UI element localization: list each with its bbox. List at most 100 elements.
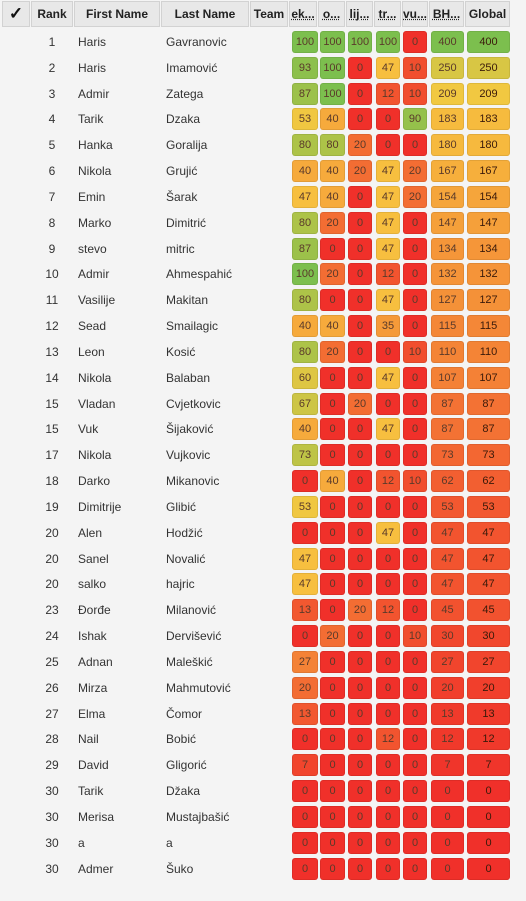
first-name-cell: Emin xyxy=(78,189,106,204)
score-lij-cell: 0 xyxy=(348,521,372,544)
table-row[interactable]: 12 Sead Smailagic 40 40 0 35 0 115 115 xyxy=(0,313,526,339)
last-name-cell: Gligorić xyxy=(166,758,207,773)
table-row[interactable]: 18 Darko Mikanovic 0 40 0 12 10 62 62 xyxy=(0,468,526,494)
first-name-cell: Tarik xyxy=(78,784,104,799)
table-row[interactable]: 7 Emin Šarak 47 40 0 47 20 154 154 xyxy=(0,184,526,210)
score-o-cell: 0 xyxy=(320,289,345,312)
rank-cell: 20 xyxy=(45,551,59,566)
table-row[interactable]: 30 Merisa Mustajbašić 0 0 0 0 0 0 0 xyxy=(0,804,526,830)
table-row[interactable]: 9 stevo mitric 87 0 0 47 0 134 134 xyxy=(0,236,526,262)
score-bh-cell: 0 xyxy=(431,857,464,880)
first-name-cell: Ishak xyxy=(78,629,107,644)
table-row[interactable]: 26 Mirza Mahmutović 20 0 0 0 0 20 20 xyxy=(0,675,526,701)
column-header-bh[interactable]: BH... xyxy=(429,1,464,27)
table-row[interactable]: 2 Haris Imamović 93 100 0 47 10 250 250 xyxy=(0,55,526,81)
score-ek-cell: 40 xyxy=(292,160,318,183)
table-row[interactable]: 24 Ishak Dervišević 0 20 0 0 10 30 30 xyxy=(0,623,526,649)
table-row[interactable]: 4 Tarik Dzaka 53 40 0 0 90 183 183 xyxy=(0,106,526,132)
score-lij-cell: 0 xyxy=(348,831,372,854)
table-row[interactable]: 29 David Gligorić 7 0 0 0 0 7 7 xyxy=(0,752,526,778)
score-ek-cell: 87 xyxy=(292,237,318,260)
table-row[interactable]: 1 Haris Gavranovic 100 100 100 100 0 400 400 xyxy=(0,29,526,55)
score-vu-cell: 0 xyxy=(403,289,427,312)
table-row[interactable]: 20 Sanel Novalić 47 0 0 0 0 47 47 xyxy=(0,546,526,572)
global-score-cell: 20 xyxy=(467,676,510,699)
rank-cell: 4 xyxy=(48,112,56,127)
table-row[interactable]: 14 Nikola Balaban 60 0 0 47 0 107 107 xyxy=(0,365,526,391)
column-header-global[interactable]: Global xyxy=(465,1,510,27)
score-o-cell: 0 xyxy=(320,650,345,673)
table-row[interactable]: 25 Adnan Maleškić 27 0 0 0 0 27 27 xyxy=(0,649,526,675)
table-row[interactable]: 19 Dimitrije Glibić 53 0 0 0 0 53 53 xyxy=(0,494,526,520)
score-bh-cell: 30 xyxy=(431,625,464,648)
score-ek-cell: 67 xyxy=(292,392,318,415)
table-row[interactable]: 10 Admir Ahmespahić 100 20 0 12 0 132 132 xyxy=(0,261,526,287)
table-row[interactable]: 28 Nail Bobić 0 0 0 12 0 12 12 xyxy=(0,726,526,752)
global-score-cell: 400 xyxy=(467,31,510,53)
last-name-cell: Balaban xyxy=(166,370,211,385)
rank-cell: 26 xyxy=(45,680,59,695)
score-lij-cell: 0 xyxy=(348,289,372,312)
score-o-cell: 0 xyxy=(320,547,345,570)
table-row[interactable]: 11 Vasilije Makitan 80 0 0 47 0 127 127 xyxy=(0,287,526,313)
column-header-first-name[interactable]: First Name xyxy=(74,1,160,27)
table-row[interactable]: 30 Tarik Džaka 0 0 0 0 0 0 0 xyxy=(0,778,526,804)
score-ek-cell: 47 xyxy=(292,547,318,570)
first-name-cell: Hanka xyxy=(78,138,113,153)
table-row[interactable]: 13 Leon Kosić 80 20 0 0 10 110 110 xyxy=(0,339,526,365)
score-vu-cell: 0 xyxy=(403,780,427,803)
last-name-cell: Čomor xyxy=(166,706,203,721)
score-ek-cell: 40 xyxy=(292,315,318,338)
first-name-cell: Nikola xyxy=(78,370,112,385)
global-score-cell: 87 xyxy=(467,392,510,415)
table-row[interactable]: 8 Marko Dimitrić 80 20 0 47 0 147 147 xyxy=(0,210,526,236)
score-lij-cell: 0 xyxy=(348,650,372,673)
first-name-cell: Dimitrije xyxy=(78,499,122,514)
last-name-cell: hajric xyxy=(166,577,195,592)
first-name-cell: Admir xyxy=(78,86,110,101)
score-bh-cell: 45 xyxy=(431,599,464,622)
column-header-ek[interactable]: ek... xyxy=(289,1,317,27)
column-header-rank[interactable]: Rank xyxy=(31,1,73,27)
rank-cell: 14 xyxy=(45,370,59,385)
score-ek-cell: 20 xyxy=(292,676,318,699)
table-row[interactable]: 15 Vladan Cvjetkovic 67 0 20 0 0 87 87 xyxy=(0,391,526,417)
score-o-cell: 40 xyxy=(320,160,345,183)
score-ek-cell: 0 xyxy=(292,521,318,544)
score-bh-cell: 127 xyxy=(431,289,464,312)
score-vu-cell: 0 xyxy=(403,599,427,622)
column-header-lij[interactable]: lij... xyxy=(346,1,373,27)
column-header-team[interactable]: Team xyxy=(250,1,288,27)
table-row[interactable]: 30 a a 0 0 0 0 0 0 0 xyxy=(0,830,526,856)
select-all-checkbox[interactable]: ✓ xyxy=(2,1,30,27)
table-row[interactable]: 6 Nikola Grujić 40 40 20 47 20 167 167 xyxy=(0,158,526,184)
score-o-cell: 40 xyxy=(320,315,345,338)
column-header-vu[interactable]: vu... xyxy=(402,1,428,27)
score-tr-cell: 0 xyxy=(376,831,400,854)
table-row[interactable]: 30 Admer Šuko 0 0 0 0 0 0 0 xyxy=(0,856,526,882)
last-name-cell: Šuko xyxy=(166,861,194,876)
score-o-cell: 0 xyxy=(320,573,345,596)
table-row[interactable]: 17 Nikola Vujkovic 73 0 0 0 0 73 73 xyxy=(0,442,526,468)
column-header-last-name[interactable]: Last Name xyxy=(161,1,249,27)
first-name-cell: Vasilije xyxy=(78,293,116,308)
score-vu-cell: 0 xyxy=(403,805,427,828)
column-header-tr[interactable]: tr... xyxy=(374,1,401,27)
table-row[interactable]: 20 salko hajric 47 0 0 0 0 47 47 xyxy=(0,571,526,597)
table-row[interactable]: 27 Elma Čomor 13 0 0 0 0 13 13 xyxy=(0,701,526,727)
rank-cell: 8 xyxy=(48,215,56,230)
score-vu-cell: 0 xyxy=(403,366,427,389)
global-score-cell: 30 xyxy=(467,625,510,648)
score-o-cell: 20 xyxy=(320,263,345,286)
table-row[interactable]: 23 Đorđe Milanović 13 0 20 12 0 45 45 xyxy=(0,597,526,623)
score-ek-cell: 0 xyxy=(292,470,318,493)
table-row[interactable]: 20 Alen Hodžić 0 0 0 47 0 47 47 xyxy=(0,520,526,546)
column-header-o[interactable]: o... xyxy=(318,1,345,27)
rank-cell: 11 xyxy=(45,293,59,308)
global-score-cell: 180 xyxy=(467,134,510,157)
table-row[interactable]: 3 Admir Zatega 87 100 0 12 10 209 209 xyxy=(0,81,526,107)
score-bh-cell: 0 xyxy=(431,805,464,828)
table-row[interactable]: 15 Vuk Šijaković 40 0 0 47 0 87 87 xyxy=(0,416,526,442)
table-row[interactable]: 5 Hanka Goralija 80 80 20 0 0 180 180 xyxy=(0,132,526,158)
score-lij-cell: 20 xyxy=(348,599,372,622)
